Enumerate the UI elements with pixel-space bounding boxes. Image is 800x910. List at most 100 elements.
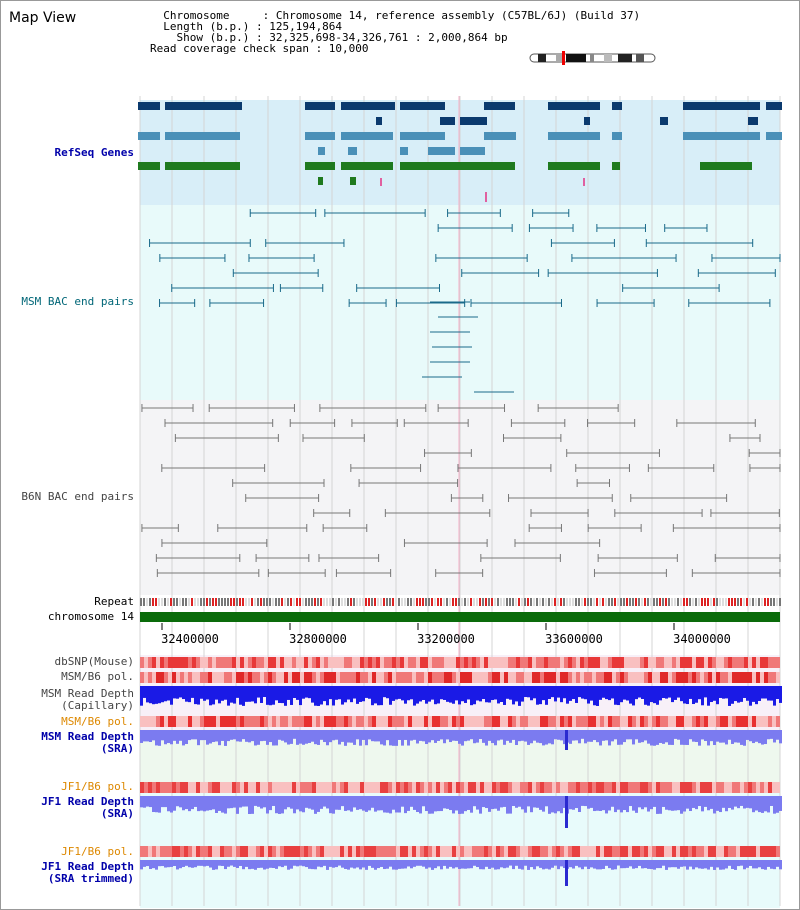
msm-capillary-depth-bar <box>590 686 593 701</box>
jf1-sra-depth-bar <box>383 796 386 813</box>
repeat-mark <box>272 598 274 606</box>
msm-sra-depth-bar <box>713 730 716 746</box>
msm-pol-heat-cell <box>560 672 564 683</box>
jf1-sra-trimmed-depth-bar <box>329 860 332 867</box>
msm-pol-heat-cell <box>316 672 320 683</box>
repeat-mark <box>578 598 580 606</box>
repeat-mark <box>344 598 346 606</box>
repeat-mark <box>641 598 643 606</box>
jf1-sra-trimmed-depth-bar <box>332 860 335 868</box>
msm-capillary-depth-bar <box>383 686 386 698</box>
msm-sra-depth-bar <box>143 730 146 742</box>
jf1-sra-depth-bar <box>746 796 749 808</box>
dbsnp-heat-cell <box>212 657 216 668</box>
jf1-sra-depth-bar <box>725 796 728 812</box>
jf1-pol2-heat-cell <box>192 846 196 857</box>
jf1-pol-heat-cell <box>540 782 544 793</box>
jf1-pol2-heat-cell <box>156 846 160 857</box>
jf1-sra-depth-bar <box>440 796 443 812</box>
jf1-sra-trimmed-depth-bar <box>170 860 173 867</box>
jf1-sra-trimmed-depth-bar <box>227 860 230 867</box>
jf1-sra-depth-bar <box>251 796 254 814</box>
msm-capillary-depth-bar <box>758 686 761 701</box>
jf1-sra-depth-bar <box>632 796 635 811</box>
jf1-pol-heat-cell <box>692 782 696 793</box>
jf1-sra-trimmed-depth-bar <box>767 860 770 867</box>
jf1-sra-depth-bar <box>410 796 413 807</box>
msm-sra-depth-bar <box>419 730 422 741</box>
msm-sra-depth-bar <box>161 730 164 741</box>
repeat-mark <box>710 598 712 606</box>
dbsnp-heat-cell <box>332 657 336 668</box>
jf1-sra-trimmed-depth-bar <box>491 860 494 868</box>
msm-pol-heat-cell <box>632 672 636 683</box>
chromosome-ideogram[interactable] <box>529 51 656 65</box>
msm-pol-heat-cell <box>236 672 240 683</box>
jf1-pol-heat-cell <box>220 782 224 793</box>
jf1-sra-depth-bar <box>335 796 338 810</box>
msm-sra-depth-bar <box>140 730 143 743</box>
gene-exon <box>165 132 240 140</box>
jf1-pol-heat-cell <box>768 782 772 793</box>
jf1-pol2-heat-cell <box>688 846 692 857</box>
jf1-pol-heat-cell <box>244 782 248 793</box>
jf1-sra-trimmed-depth-bar <box>284 860 287 866</box>
msm-pol-heat-cell <box>412 672 416 683</box>
jf1-sra-trimmed-depth-bar <box>362 860 365 868</box>
msm-pol2-heat-cell <box>688 716 692 727</box>
msm-sra-depth-bar <box>320 730 323 740</box>
jf1-sra-depth-bar <box>221 796 224 813</box>
jf1-pol2-heat-cell <box>360 846 364 857</box>
msm-capillary-depth-bar <box>401 686 404 701</box>
msm-pol2-heat-cell <box>748 716 752 727</box>
msm-capillary-depth-bar <box>299 686 302 706</box>
dbsnp-heat-cell <box>580 657 584 668</box>
msm-sra-depth-bar <box>512 730 515 740</box>
msm-pol2-heat-cell <box>208 716 212 727</box>
gene-exon <box>341 132 393 140</box>
jf1-pol-heat-cell <box>592 782 596 793</box>
msm-sra-depth-bar <box>179 730 182 741</box>
dbsnp-heat-cell <box>476 657 480 668</box>
msm-sra-depth-bar <box>575 730 578 741</box>
msm-pol2-heat-cell <box>184 716 188 727</box>
jf1-pol-heat-cell <box>580 782 584 793</box>
jf1-pol-heat-cell <box>316 782 320 793</box>
jf1-sra-trimmed-depth-bar <box>488 860 491 869</box>
msm-pol-heat-cell <box>472 672 476 683</box>
msm-sra-depth-bar <box>413 730 416 740</box>
msm-pol2-heat-cell <box>284 716 288 727</box>
repeat-mark <box>767 598 769 606</box>
msm-pol-heat-cell <box>204 672 208 683</box>
gene-marker <box>485 192 487 202</box>
msm-sra-depth-bar <box>779 730 782 744</box>
dbsnp-heat-cell <box>728 657 732 668</box>
msm-capillary-depth-bar <box>317 686 320 706</box>
msm-sra-depth-bar <box>323 730 326 743</box>
msm-sra-depth-bar <box>686 730 689 745</box>
jf1-sra-trimmed-depth-bar <box>698 860 701 869</box>
jf1-pol-heat-cell <box>504 782 508 793</box>
msm-pol-heat-cell <box>736 672 740 683</box>
repeat-mark <box>215 598 217 606</box>
jf1-sra-trimmed-depth-bar <box>443 860 446 866</box>
repeat-mark <box>266 598 268 606</box>
msm-capillary-depth-bar <box>449 686 452 703</box>
jf1-pol-heat-cell <box>428 782 432 793</box>
track-label-jf1-b6-pol-2: JF1/B6 pol. <box>61 845 134 858</box>
jf1-sra-depth-bar <box>161 796 164 808</box>
jf1-sra-depth-bar <box>197 796 200 812</box>
gene-exon <box>305 102 335 110</box>
msm-sra-depth-bar <box>770 730 773 739</box>
dbsnp-heat-cell <box>560 657 564 668</box>
msm-sra-depth-bar <box>251 730 254 742</box>
msm-sra-depth-bar <box>743 730 746 746</box>
jf1-pol-heat-cell <box>424 782 428 793</box>
msm-pol2-heat-cell <box>592 716 596 727</box>
msm-sra-depth-bar <box>557 730 560 740</box>
msm-pol2-heat-cell <box>768 716 772 727</box>
track-label-b6n-bac-end-pairs: B6N BAC end pairs <box>21 490 134 503</box>
jf1-sra-depth-bar <box>674 796 677 811</box>
msm-pol2-heat-cell <box>512 716 516 727</box>
